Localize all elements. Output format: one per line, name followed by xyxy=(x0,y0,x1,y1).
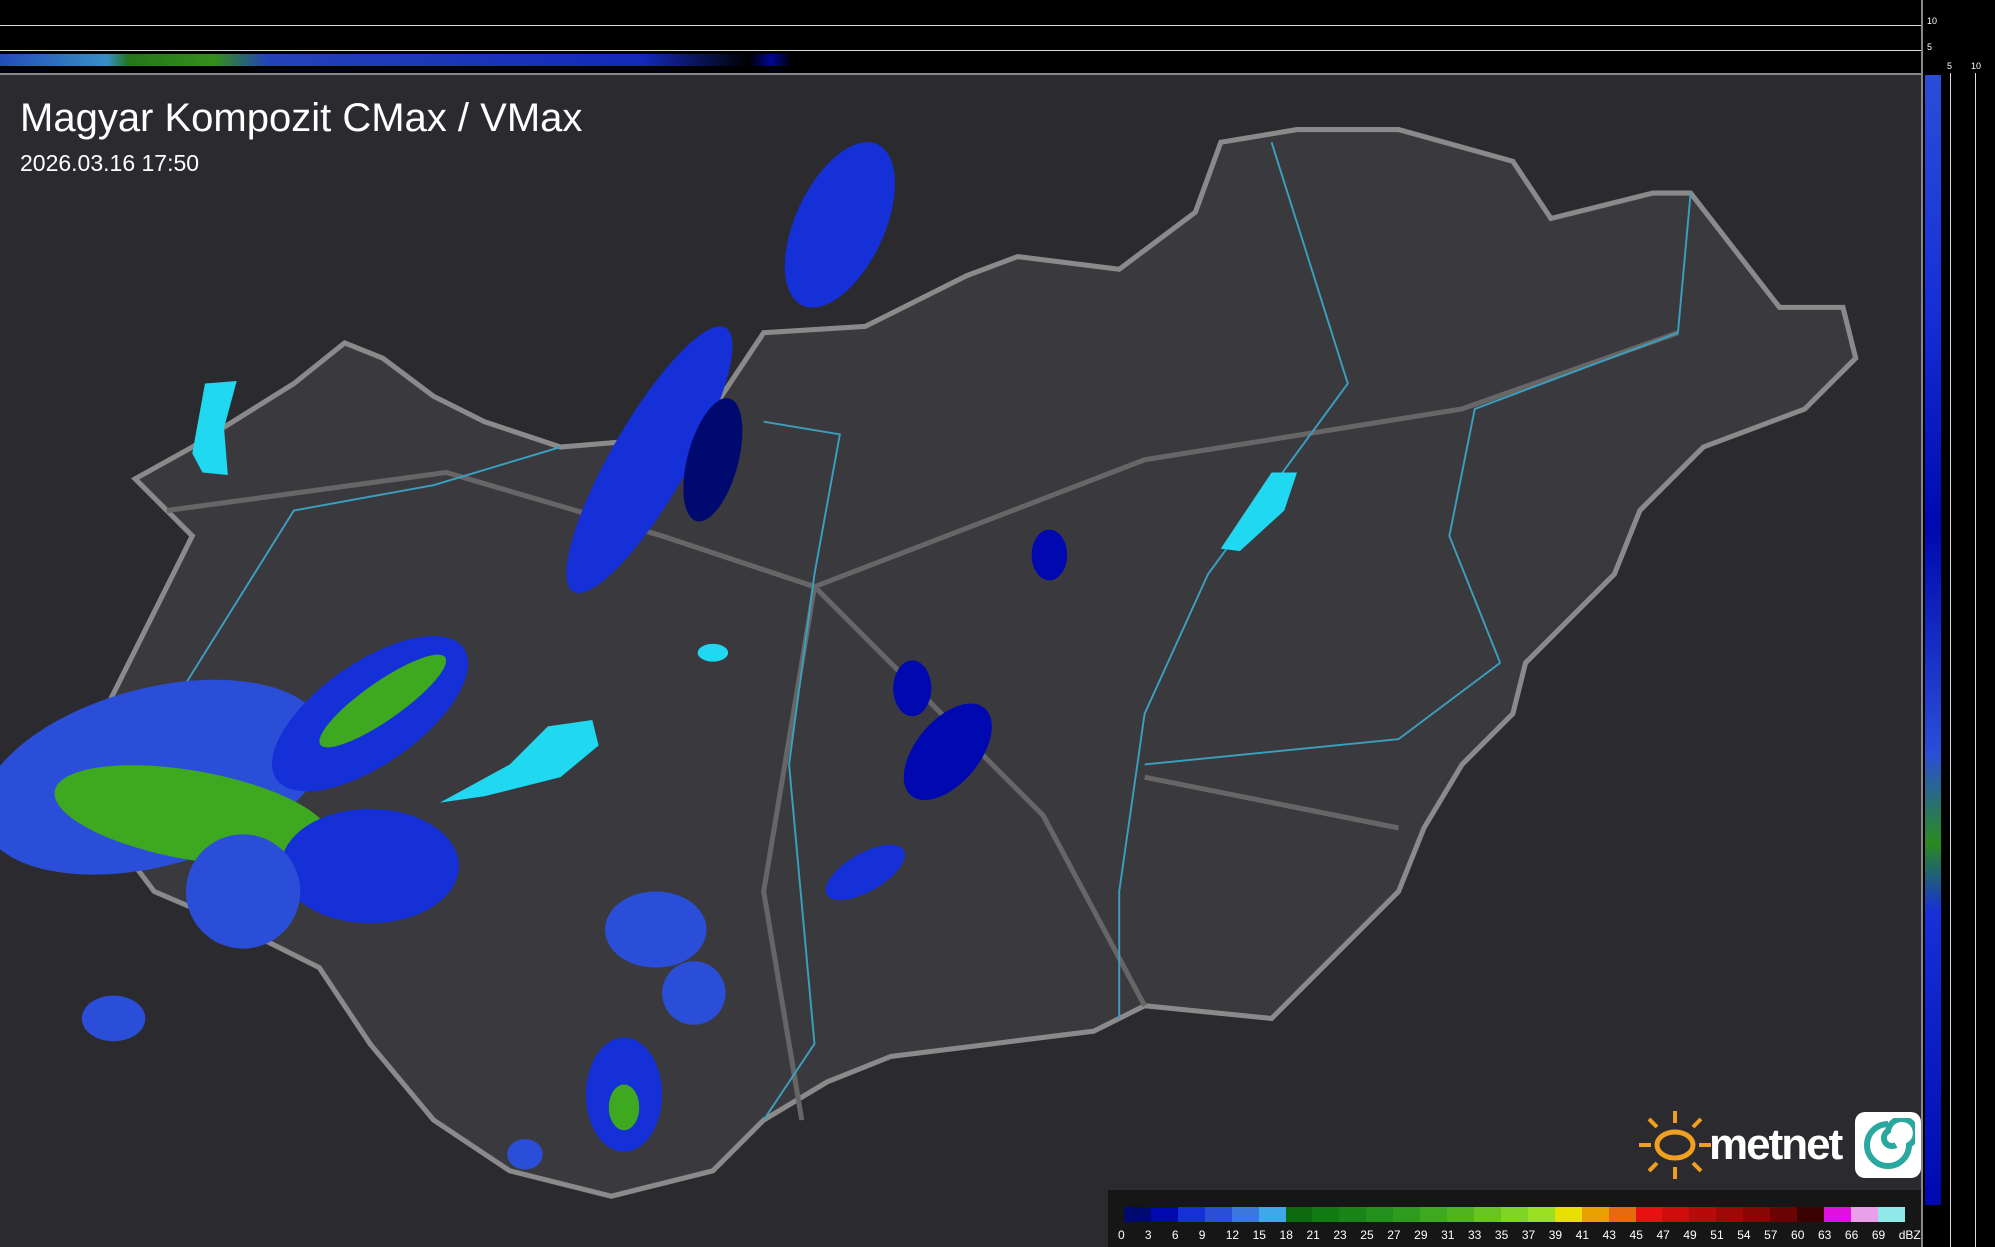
legend-swatches xyxy=(1124,1207,1905,1222)
legend-swatch xyxy=(1447,1207,1474,1222)
legend-swatch xyxy=(1258,1207,1286,1222)
legend-swatch xyxy=(1877,1207,1905,1222)
legend-swatch xyxy=(1608,1207,1636,1222)
legend-swatch xyxy=(1366,1207,1394,1222)
legend-swatch xyxy=(1527,1207,1555,1222)
sun-icon xyxy=(1639,1111,1711,1179)
legend-label: 63 xyxy=(1817,1228,1832,1242)
legend-label: 49 xyxy=(1683,1228,1697,1242)
legend-swatch xyxy=(1850,1207,1878,1222)
legend-label: 37 xyxy=(1521,1228,1536,1242)
legend-label: 47 xyxy=(1656,1228,1670,1242)
legend-label: 18 xyxy=(1279,1228,1293,1242)
legend-swatch xyxy=(1743,1207,1771,1222)
legend-swatch xyxy=(1554,1207,1582,1222)
legend-label: 33 xyxy=(1467,1228,1482,1242)
lakes xyxy=(192,381,1297,803)
lake-tisza xyxy=(1220,472,1297,552)
legend-label: 66 xyxy=(1844,1228,1859,1242)
metnet-logo: metnet xyxy=(1635,1105,1922,1185)
legend-swatch xyxy=(1662,1207,1690,1222)
legend-label: 69 xyxy=(1871,1228,1886,1242)
legend-label: 12 xyxy=(1225,1228,1240,1242)
swirl-icon xyxy=(1855,1112,1922,1178)
legend-swatch xyxy=(1420,1207,1448,1222)
legend-swatch xyxy=(1689,1207,1717,1222)
legend-label: 0 xyxy=(1118,1228,1125,1242)
legend-swatch xyxy=(1797,1207,1824,1222)
legend-labels: 0 3 6 9 12 15 18 21 23 25 27 29 31 33 35 37 39 41 43 45 47 49… xyxy=(1118,1228,1921,1242)
legend-swatch xyxy=(1716,1207,1744,1222)
legend-label: 43 xyxy=(1602,1228,1616,1242)
tick-label: 5 xyxy=(1947,61,1953,71)
legend-swatch xyxy=(1312,1207,1340,1222)
radar-echoes xyxy=(0,142,1068,1170)
rivers xyxy=(166,142,1692,1121)
lake-balaton xyxy=(439,720,599,803)
legend-label: 29 xyxy=(1414,1228,1428,1242)
logo-text: metnet xyxy=(1709,1120,1843,1169)
legend-swatch xyxy=(1124,1207,1151,1222)
legend-label: 9 xyxy=(1198,1228,1206,1242)
map-timestamp: 2026.03.16 17:50 xyxy=(20,150,200,176)
color-legend: 0 3 6 9 12 15 18 21 23 25 27 29 31 33 35 37 39 41 43 45 47 49… xyxy=(1108,1190,1921,1247)
legend-label: 15 xyxy=(1252,1228,1266,1242)
horizontal-profile-strip xyxy=(0,0,1921,75)
legend-label: 57 xyxy=(1764,1228,1778,1242)
legend-swatch xyxy=(1770,1207,1798,1222)
legend-label: 23 xyxy=(1333,1228,1347,1242)
legend-label: 3 xyxy=(1144,1228,1152,1242)
legend-label: 54 xyxy=(1737,1228,1751,1242)
legend-swatch xyxy=(1500,1207,1528,1222)
legend-label: 39 xyxy=(1548,1228,1563,1242)
legend-swatch xyxy=(1823,1207,1851,1222)
roads xyxy=(166,330,1679,1121)
legend-swatch xyxy=(1150,1207,1178,1222)
profile-echo xyxy=(0,54,1070,66)
tick-label: 5 xyxy=(1927,42,1933,52)
legend-label: 45 xyxy=(1629,1228,1643,1242)
hungary-country xyxy=(75,127,1859,1199)
profile-echo xyxy=(1925,75,1941,1205)
legend-label: 6 xyxy=(1171,1228,1179,1242)
legend-swatch xyxy=(1204,1207,1232,1222)
legend-swatch xyxy=(1231,1207,1259,1222)
legend-label: 60 xyxy=(1791,1228,1805,1242)
legend-label: 31 xyxy=(1441,1228,1455,1242)
legend-unit: dBZ xyxy=(1898,1228,1921,1242)
legend-swatch xyxy=(1473,1207,1501,1222)
tick-label: 10 xyxy=(1927,16,1938,26)
grid-line xyxy=(1975,73,1976,1247)
vertical-profile-strip: 10 5 5 10 xyxy=(1921,0,1995,1247)
legend-label: 51 xyxy=(1710,1228,1724,1242)
grid-line xyxy=(1950,73,1951,1247)
legend-label: 35 xyxy=(1494,1228,1509,1242)
tick-label: 10 xyxy=(1971,61,1982,71)
legend-label: 27 xyxy=(1387,1228,1401,1242)
grid-line xyxy=(0,50,1921,51)
legend-label: 41 xyxy=(1575,1228,1590,1242)
legend-swatch xyxy=(1177,1207,1205,1222)
legend-label: 25 xyxy=(1360,1228,1374,1242)
legend-swatch xyxy=(1285,1207,1313,1222)
grid-line xyxy=(0,25,1921,26)
legend-label: 21 xyxy=(1306,1228,1320,1242)
legend-swatch xyxy=(1635,1207,1663,1222)
lake-neusiedl xyxy=(192,381,237,475)
legend-swatch xyxy=(1339,1207,1367,1222)
legend-swatch xyxy=(1393,1207,1421,1222)
map-title: Magyar Kompozit CMax / VMax xyxy=(20,96,583,140)
legend-swatch xyxy=(1581,1207,1609,1222)
map-canvas xyxy=(0,127,1859,1199)
